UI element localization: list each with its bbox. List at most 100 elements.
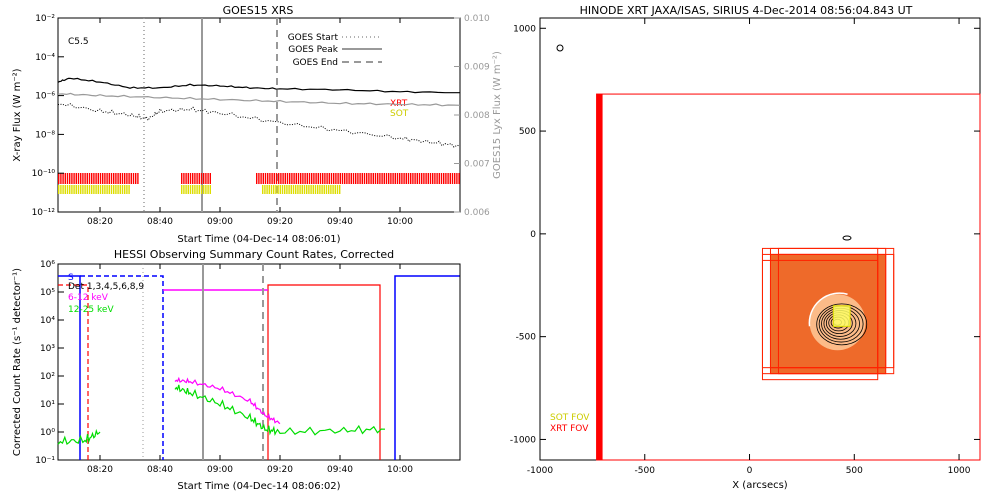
sot-coverage-stripe <box>336 185 339 194</box>
sot-coverage-stripe <box>69 185 71 194</box>
xrt-coverage-stripe <box>203 173 205 184</box>
hessi-12-25kev-line <box>57 384 386 445</box>
sot-coverage-stripe <box>121 185 124 194</box>
hessi-panel: HESSI Observing Summary Count Rates, Cor… <box>12 248 461 492</box>
goes-x-axis: 08:20 08:40 09:00 09:20 09:40 10:00 <box>87 18 413 227</box>
sot-coverage-stripe <box>71 185 73 194</box>
xrt-coverage-stripe <box>95 173 97 184</box>
sot-coverage-stripe <box>301 185 303 194</box>
sot-coverage-stripe <box>84 185 86 194</box>
xrt-coverage-stripe <box>304 173 306 184</box>
xrt-coverage-stripe <box>341 173 344 184</box>
xrt-coverage-stripe <box>260 173 262 184</box>
hinode-x-tick-label: -500 <box>635 466 656 476</box>
sot-coverage-stripe <box>119 185 121 194</box>
xrt-coverage-stripe <box>454 173 456 184</box>
xrt-coverage-stripe <box>302 173 304 184</box>
xrt-coverage-stripe <box>82 173 84 184</box>
sot-coverage-stripe <box>73 185 75 194</box>
xrt-coverage-stripe <box>110 173 113 184</box>
sot-coverage-stripe <box>200 185 203 194</box>
sot-coverage-stripe <box>330 185 332 194</box>
xrt-coverage-stripe <box>368 173 370 184</box>
xrt-coverage-stripe <box>379 173 381 184</box>
xrt-coverage-stripe <box>403 173 405 184</box>
xrt-coverage-stripe <box>383 173 385 184</box>
xrt-coverage-stripe <box>324 173 326 184</box>
hessi-x-tick-label: 10:00 <box>387 465 413 475</box>
xrt-coverage-stripe <box>124 173 126 184</box>
hessi-x-tick-label: 09:40 <box>327 465 353 475</box>
xrt-coverage-stripe <box>429 173 432 184</box>
hessi-6-12kev-line <box>174 376 281 425</box>
xrt-coverage-stripe <box>352 173 355 184</box>
goes-y-tick-label: 10⁻¹⁰ <box>32 169 56 179</box>
legend-xrt: XRT <box>390 99 408 109</box>
goes-y2-tick-label: 0.009 <box>464 63 490 73</box>
hessi-legend-12-25: 12-25 keV <box>68 305 114 315</box>
xrt-coverage-stripe <box>330 173 333 184</box>
xrt-coverage-stripe <box>104 173 106 184</box>
hessi-legend: S Det 1,3,4,5,6,8,9 6-12 keV 12-25 keV <box>68 273 144 315</box>
hessi-red-line-1 <box>58 284 89 460</box>
sot-coverage-stripe <box>303 185 306 194</box>
sot-coverage-stripe <box>62 185 64 194</box>
xrt-coverage-stripe <box>91 173 93 184</box>
xrt-coverage-stripe <box>198 173 200 184</box>
xrt-coverage-stripe <box>416 173 418 184</box>
hinode-x-tick-label: 500 <box>846 466 863 476</box>
hessi-y-tick-label: 10³ <box>40 344 55 354</box>
sot-coverage-stripe <box>60 185 62 194</box>
xrt-coverage-stripe <box>256 173 258 184</box>
xrt-coverage-stripe <box>187 173 189 184</box>
sot-coverage-stripe <box>128 185 130 194</box>
hessi-title: HESSI Observing Summary Count Rates, Cor… <box>114 248 394 261</box>
sot-coverage-stripe <box>192 185 194 194</box>
sot-coverage-stripe <box>82 185 84 194</box>
xrt-coverage-stripe <box>337 173 339 184</box>
sot-coverage-stripe <box>203 185 205 194</box>
xrt-coverage-stripe <box>69 173 71 184</box>
active-region <box>761 247 895 381</box>
xrt-coverage-stripe <box>363 173 366 184</box>
hinode-y-tick-label: 1000 <box>513 24 536 34</box>
goes-y2label: GOES15 Lyx Flux (W m⁻²) <box>492 51 503 179</box>
hessi-status-lines <box>58 264 461 460</box>
goes-y2-tick-label: 0.008 <box>464 111 490 121</box>
goes-xrt-coverage <box>58 173 460 184</box>
goes-y-tick-label: 10⁻² <box>35 14 55 24</box>
xrt-coverage-stripe <box>374 173 377 184</box>
sot-coverage-stripe <box>207 185 209 194</box>
xrt-coverage-stripe <box>189 173 192 184</box>
xrt-coverage-stripe <box>440 173 443 184</box>
xrt-coverage-stripe <box>388 173 390 184</box>
xrt-coverage-stripe <box>335 173 337 184</box>
xrt-coverage-stripe <box>99 173 102 184</box>
xrt-coverage-stripe <box>119 173 121 184</box>
hinode-panel: HINODE XRT JAXA/ISAS, SIRIUS 4-Dec-2014 … <box>510 4 981 491</box>
sot-coverage-stripe <box>91 185 93 194</box>
xrt-coverage-stripe <box>418 173 421 184</box>
xrt-coverage-stripe <box>209 173 211 184</box>
xrt-coverage-stripe <box>284 173 286 184</box>
xrt-coverage-stripe <box>196 173 198 184</box>
sot-coverage-stripe <box>288 185 290 194</box>
xrt-small-fov-box <box>761 259 879 381</box>
xrt-coverage-stripe <box>200 173 203 184</box>
goes-title: GOES15 XRS <box>223 4 294 17</box>
xrt-coverage-stripe <box>311 173 313 184</box>
small-circle-marker <box>556 44 564 52</box>
xrt-coverage-stripe <box>93 173 95 184</box>
xrt-coverage-stripe <box>88 173 91 184</box>
xrt-coverage-stripe <box>350 173 352 184</box>
xrt-coverage-stripe <box>183 173 185 184</box>
xrt-coverage-stripe <box>62 173 64 184</box>
goes-x-tick-label: 09:40 <box>327 217 353 227</box>
xrt-coverage-stripe <box>286 173 289 184</box>
xrt-coverage-stripe <box>84 173 86 184</box>
xrt-coverage-stripe <box>121 173 124 184</box>
hinode-xlabel: X (arcsecs) <box>732 480 788 491</box>
goes-y-tick-label: 10⁻⁶ <box>35 92 55 102</box>
xrt-coverage-stripe <box>60 173 62 184</box>
